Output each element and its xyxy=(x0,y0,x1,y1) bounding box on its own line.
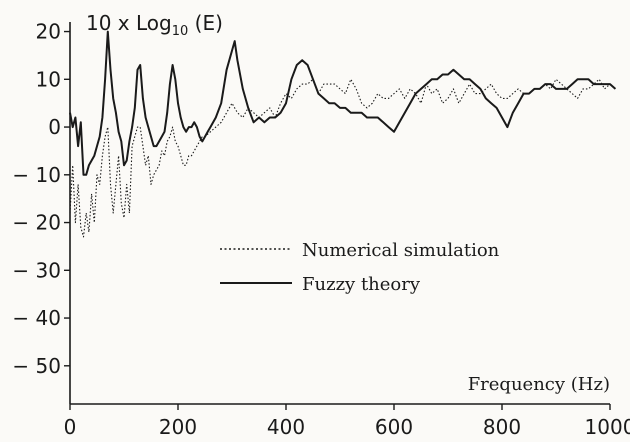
x-tick-label: 800 xyxy=(483,415,521,439)
y-tick-label: − 30 xyxy=(12,258,61,282)
series-line-fuzzy-theory xyxy=(69,30,617,176)
y-tick-label: − 10 xyxy=(12,163,61,187)
y-axis-label: 10 x Log10 (E) xyxy=(86,11,223,39)
y-tick-label: − 40 xyxy=(12,306,61,330)
x-tick-label: 600 xyxy=(375,415,413,439)
y-tick-label: 0 xyxy=(48,115,61,139)
x-tick-label: 400 xyxy=(267,415,305,439)
series-layer xyxy=(69,30,617,238)
x-tick-label: 0 xyxy=(64,415,77,439)
legend: Numerical simulation Fuzzy theory xyxy=(220,240,500,295)
y-tick-label: 10 xyxy=(36,67,61,91)
legend-label-fuzzy-theory: Fuzzy theory xyxy=(302,274,421,295)
ticks: 20 10 0 − 10 − 20 − 30 − 40 − 50 0 200 400 600 800 10… xyxy=(12,20,630,439)
y-tick-label: − 20 xyxy=(12,211,61,235)
axes xyxy=(69,22,610,405)
y-tick-label: − 50 xyxy=(12,354,61,378)
y-tick-label: 20 xyxy=(36,20,61,44)
legend-label-numerical-simulation: Numerical simulation xyxy=(302,240,500,261)
x-tick-label: 200 xyxy=(159,415,197,439)
x-tick-label: 1000 xyxy=(585,415,630,439)
series-line-numerical-simulation xyxy=(69,78,616,238)
x-axis-label: Frequency (Hz) xyxy=(468,374,610,395)
